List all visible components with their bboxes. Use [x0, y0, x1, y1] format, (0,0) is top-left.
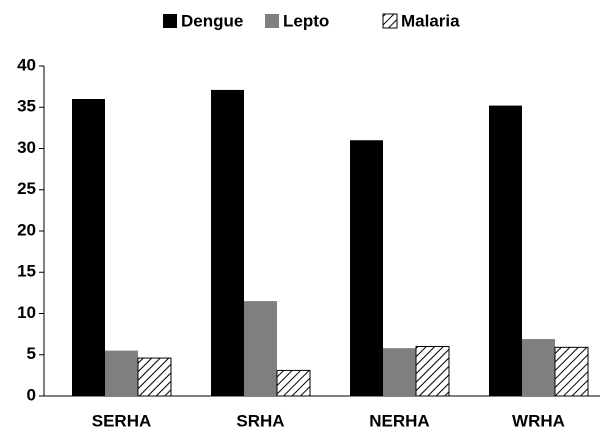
legend-label: Dengue: [181, 11, 243, 30]
legend-swatch: [382, 13, 398, 29]
y-tick-label: 10: [17, 303, 36, 322]
x-tick-label: SERHA: [92, 411, 152, 430]
y-tick-label: 40: [17, 55, 36, 74]
bar: [350, 140, 383, 396]
legend-label: Malaria: [401, 11, 460, 30]
bar: [276, 369, 311, 397]
y-tick-label: 0: [27, 385, 36, 404]
bar: [383, 348, 416, 396]
bar: [522, 339, 555, 396]
y-tick-label: 30: [17, 138, 36, 157]
bar: [72, 99, 105, 396]
y-tick-label: 25: [17, 179, 36, 198]
legend-label: Lepto: [283, 11, 329, 30]
legend-swatch: [265, 14, 279, 28]
x-tick-label: NERHA: [369, 411, 429, 430]
y-tick-label: 5: [27, 344, 36, 363]
bar: [489, 105, 522, 396]
y-tick-label: 35: [17, 97, 36, 116]
y-tick-label: 20: [17, 220, 36, 239]
y-tick-label: 15: [17, 262, 36, 281]
bar: [211, 89, 244, 397]
bar: [137, 357, 172, 397]
x-tick-label: SRHA: [236, 411, 284, 430]
bar: [554, 346, 589, 397]
bar: [105, 350, 138, 396]
bar: [415, 346, 450, 397]
legend-swatch: [163, 14, 177, 28]
bar: [244, 301, 277, 396]
x-tick-label: WRHA: [512, 411, 565, 430]
